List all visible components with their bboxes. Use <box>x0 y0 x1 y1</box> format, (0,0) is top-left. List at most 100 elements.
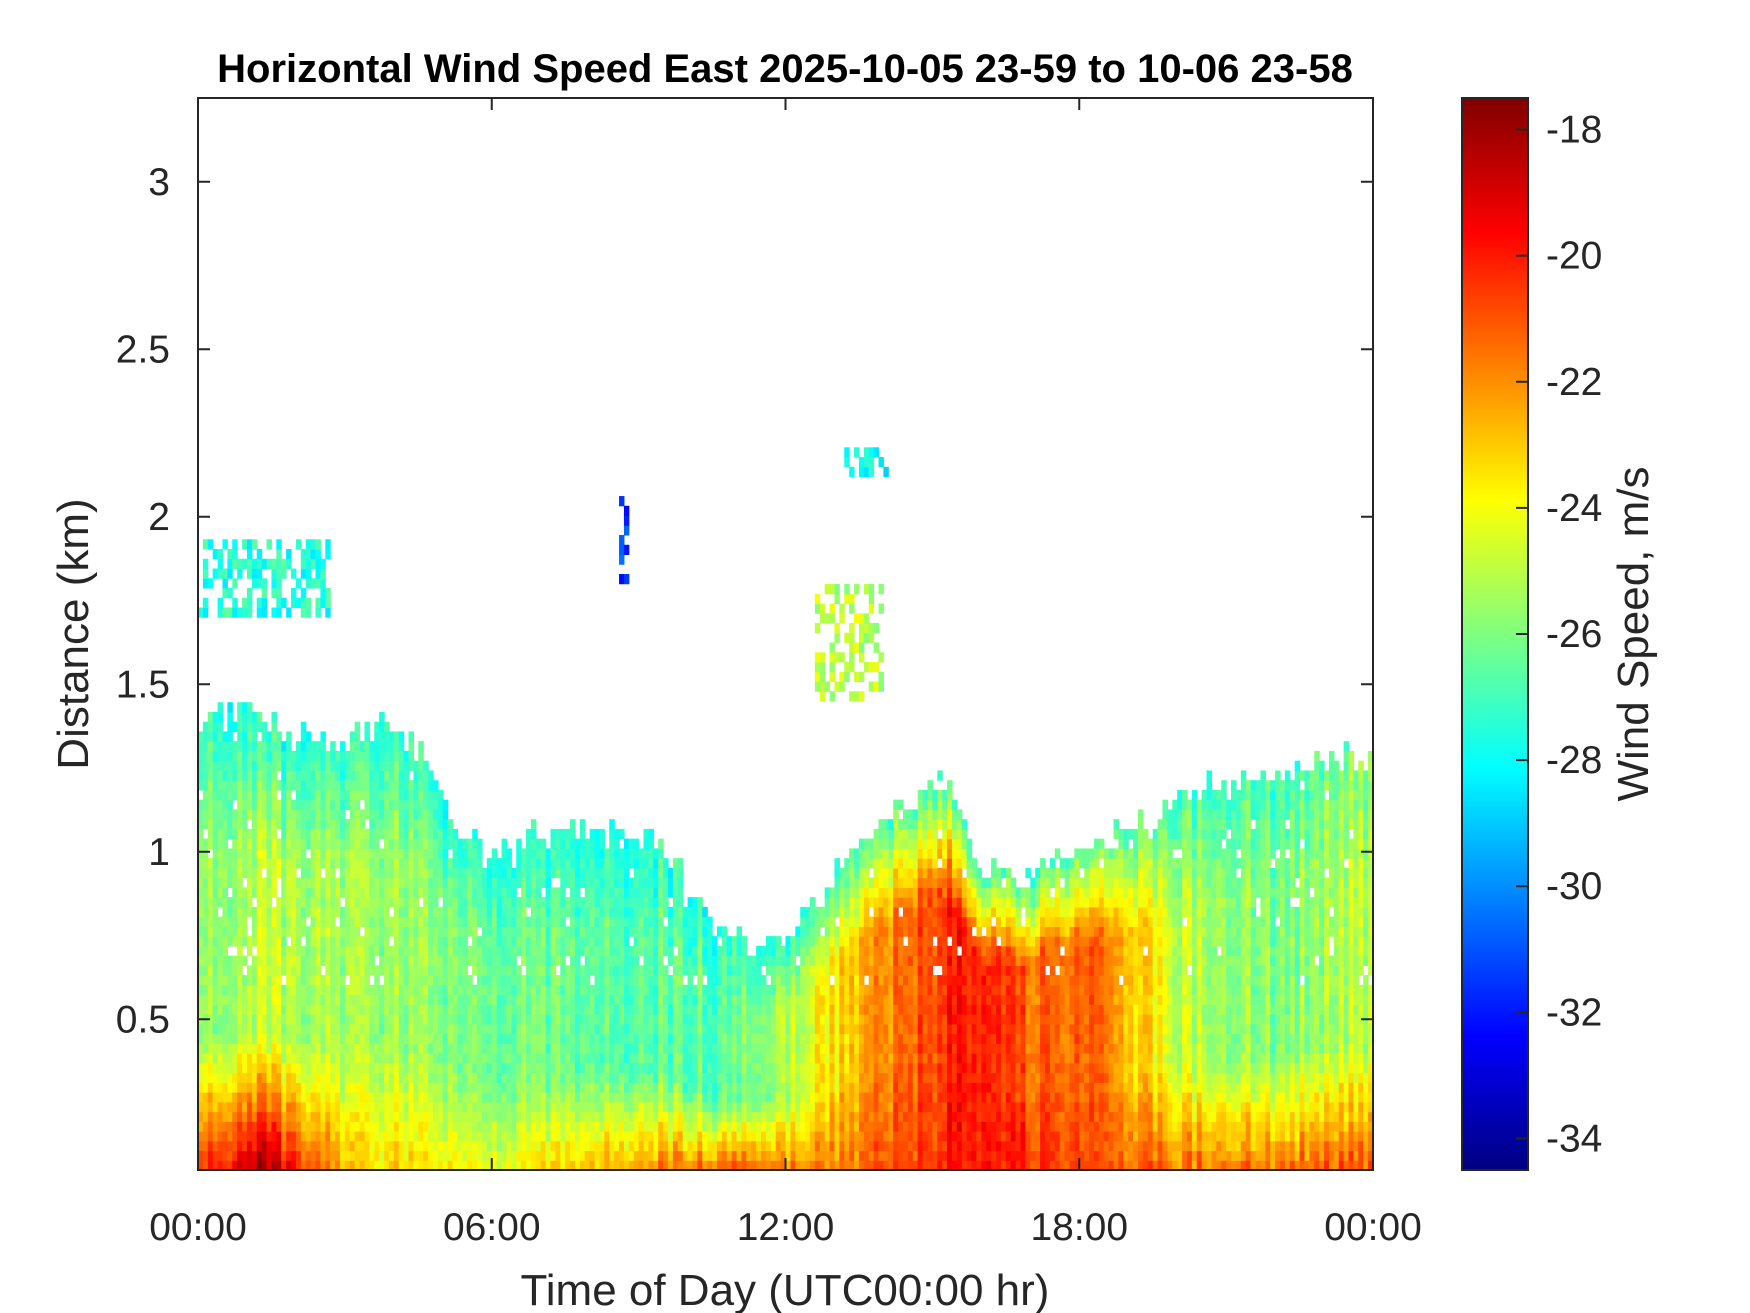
heatmap-cell <box>388 780 395 791</box>
heatmap-cell <box>619 1160 625 1170</box>
heatmap-cell <box>339 1014 346 1025</box>
heatmap-cell <box>888 1131 894 1142</box>
heatmap-cell <box>227 848 233 859</box>
heatmap-cell <box>237 1014 243 1025</box>
heatmap-cell <box>232 1014 238 1025</box>
heatmap-cell <box>501 936 508 947</box>
heatmap-cell <box>839 1082 845 1093</box>
heatmap-cell <box>858 994 865 1005</box>
heatmap-cell <box>663 945 669 957</box>
heatmap-cell <box>570 1053 576 1064</box>
heatmap-cell <box>354 897 361 908</box>
heatmap-cell <box>584 1033 591 1044</box>
heatmap-cell <box>574 1140 581 1152</box>
heatmap-cell <box>227 780 233 791</box>
heatmap-cell <box>325 906 331 918</box>
heatmap-cell <box>281 1092 287 1103</box>
heatmap-cell <box>863 1004 870 1015</box>
heatmap-cell <box>198 819 204 830</box>
heatmap-cell <box>506 1014 512 1025</box>
heatmap-cell <box>384 1072 390 1083</box>
heatmap-cell <box>775 975 782 986</box>
heatmap-cell <box>467 1053 473 1064</box>
heatmap-cell <box>315 1053 321 1064</box>
heatmap-cell <box>765 1072 772 1083</box>
heatmap-cell <box>721 1023 728 1035</box>
heatmap-cell <box>697 1072 703 1083</box>
heatmap-cell <box>462 945 468 957</box>
heatmap-cell <box>535 1082 542 1093</box>
heatmap-cell <box>858 1023 865 1035</box>
heatmap-cell <box>300 1082 307 1093</box>
heatmap-cell <box>751 1062 757 1074</box>
heatmap-cell <box>623 838 630 849</box>
heatmap-cell <box>339 750 346 762</box>
heatmap-cell <box>545 897 552 908</box>
heatmap-cell <box>653 1111 659 1122</box>
heatmap-cell <box>540 975 547 986</box>
heatmap-cell <box>560 994 566 1005</box>
heatmap-cell <box>330 848 336 859</box>
heatmap-cell <box>501 1072 508 1083</box>
heatmap-cell <box>462 916 468 927</box>
heatmap-cell <box>697 1131 703 1142</box>
heatmap-cell <box>579 1053 586 1064</box>
heatmap-cell <box>242 819 248 830</box>
heatmap-cell <box>198 867 204 879</box>
heatmap-cell <box>496 1062 503 1074</box>
heatmap-cell <box>393 1053 400 1064</box>
heatmap-cell <box>545 1150 552 1161</box>
heatmap-cell <box>403 897 410 908</box>
heatmap-cell <box>207 838 214 849</box>
heatmap-cell <box>408 897 415 908</box>
heatmap-cell <box>824 1082 831 1093</box>
heatmap-cell <box>379 1111 385 1122</box>
heatmap-cell <box>511 897 517 908</box>
heatmap-cell <box>574 1062 581 1074</box>
heatmap-cell <box>516 1140 522 1152</box>
heatmap-cell <box>344 1014 351 1025</box>
heatmap-cell <box>276 858 282 869</box>
heatmap-cell <box>599 965 605 976</box>
heatmap-cell <box>712 1160 718 1170</box>
heatmap-cell <box>687 1023 694 1035</box>
heatmap-cell <box>369 858 375 869</box>
heatmap-cell <box>790 965 796 976</box>
heatmap-cell <box>496 1072 503 1083</box>
heatmap-cell <box>643 906 650 918</box>
heatmap-cell <box>486 965 493 976</box>
heatmap-cell <box>300 770 307 781</box>
heatmap-cell <box>780 955 787 966</box>
heatmap-cell <box>834 975 840 986</box>
heatmap-cell <box>775 1033 782 1044</box>
heatmap-cell <box>335 906 341 918</box>
heatmap-cell <box>663 877 669 888</box>
heatmap-cell <box>369 1140 375 1152</box>
heatmap-cell <box>457 848 463 859</box>
heatmap-cell <box>291 848 297 859</box>
heatmap-cell <box>584 926 591 937</box>
heatmap-cell <box>486 867 493 879</box>
heatmap-cell <box>643 1043 650 1054</box>
heatmap-cell <box>692 1023 698 1035</box>
heatmap-cell <box>286 858 292 869</box>
heatmap-cell <box>819 965 826 976</box>
heatmap-cell <box>305 1140 312 1152</box>
heatmap-cell <box>496 867 503 879</box>
heatmap-cell <box>814 1023 821 1035</box>
heatmap-cell <box>398 877 405 888</box>
heatmap-cell <box>423 906 429 918</box>
heatmap-cell <box>266 1043 273 1054</box>
heatmap-cell <box>222 936 228 947</box>
heatmap-cell <box>291 1140 297 1152</box>
heatmap-cell <box>374 828 380 840</box>
heatmap-cell <box>271 867 277 879</box>
heatmap-cell <box>633 955 640 966</box>
heatmap-cell <box>286 760 292 772</box>
heatmap-cell <box>418 789 424 801</box>
heatmap-cell <box>447 1033 454 1044</box>
heatmap-cell <box>643 994 650 1005</box>
heatmap-cell <box>291 887 297 898</box>
heatmap-cell <box>300 780 307 791</box>
